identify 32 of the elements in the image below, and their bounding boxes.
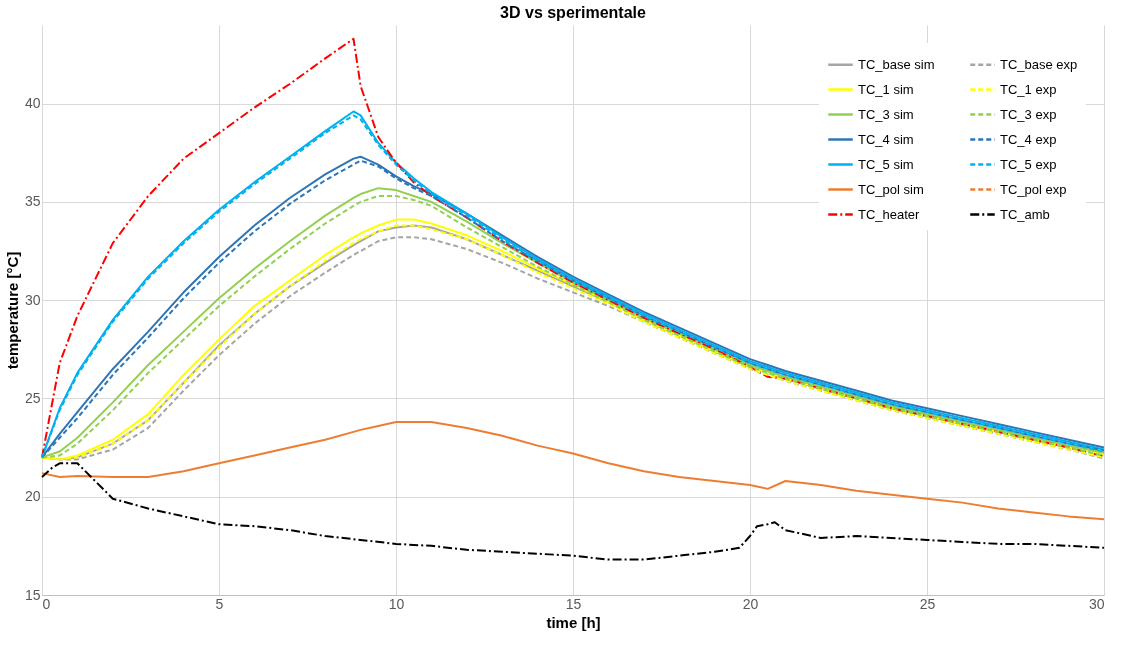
y-tick-label: 20 — [24, 488, 41, 505]
chart-title: 3D vs sperimentale — [500, 4, 647, 21]
line-series — [41, 37, 1105, 459]
legend-label: TC_1 sim — [858, 81, 914, 97]
x-tick-label: 0 — [42, 595, 51, 612]
y-tick-label: 40 — [24, 95, 41, 112]
legend-label: TC_1 exp — [1000, 81, 1057, 97]
legend-label: TC_5 exp — [1000, 156, 1057, 172]
legend-label: TC_5 sim — [858, 156, 914, 172]
legend-label: TC_heater — [858, 206, 921, 222]
legend-label: TC_amb — [1000, 206, 1050, 222]
legend-label: TC_4 sim — [858, 131, 914, 147]
legend-label: TC_pol exp — [1000, 181, 1067, 197]
x-tick-label: 5 — [215, 595, 224, 612]
y-tick-label: 25 — [24, 389, 41, 406]
x-tick-label: 20 — [742, 595, 759, 612]
y-tick-label: 30 — [24, 291, 41, 308]
legend-label: TC_pol sim — [858, 181, 924, 197]
x-tick-label: 15 — [565, 595, 582, 612]
x-tick-label: 30 — [1088, 595, 1105, 612]
legend-label: TC_base exp — [1000, 56, 1078, 72]
legend-label: TC_base sim — [858, 56, 935, 72]
x-tick-label: 25 — [919, 595, 936, 612]
x-axis-title: time [h] — [546, 613, 601, 631]
legend-label: TC_3 sim — [858, 106, 914, 122]
x-tick-label: 10 — [388, 595, 405, 612]
y-tick-label: 35 — [24, 193, 41, 210]
line-series — [41, 421, 1105, 521]
line-series — [41, 462, 1105, 561]
y-axis-title: temperature [°C] — [3, 251, 21, 370]
legend-label: TC_4 exp — [1000, 131, 1057, 147]
legend-label: TC_3 exp — [1000, 106, 1057, 122]
